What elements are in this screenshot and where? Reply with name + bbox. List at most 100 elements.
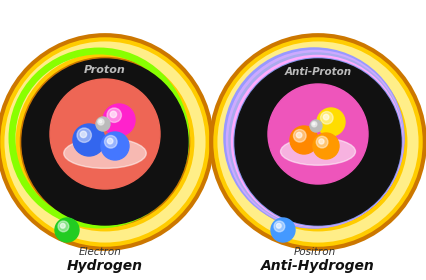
Circle shape: [276, 92, 359, 176]
Circle shape: [98, 119, 104, 125]
Circle shape: [103, 104, 135, 136]
Circle shape: [92, 121, 118, 147]
Circle shape: [271, 218, 294, 242]
Circle shape: [94, 123, 116, 145]
Circle shape: [296, 132, 301, 138]
Circle shape: [284, 101, 351, 167]
Circle shape: [271, 87, 364, 181]
Circle shape: [57, 86, 153, 182]
Circle shape: [77, 106, 132, 162]
Circle shape: [301, 117, 334, 151]
Circle shape: [281, 97, 354, 171]
Circle shape: [314, 131, 321, 137]
Circle shape: [289, 126, 317, 154]
Ellipse shape: [280, 138, 355, 165]
Circle shape: [22, 59, 187, 225]
Circle shape: [86, 116, 123, 152]
Circle shape: [312, 123, 314, 125]
Circle shape: [279, 96, 356, 172]
Circle shape: [322, 114, 328, 120]
Circle shape: [276, 223, 281, 228]
Circle shape: [305, 122, 329, 146]
Circle shape: [54, 83, 156, 185]
Circle shape: [68, 97, 141, 171]
Circle shape: [101, 132, 129, 160]
Circle shape: [309, 126, 325, 142]
Circle shape: [304, 121, 331, 147]
Circle shape: [234, 59, 400, 225]
Circle shape: [60, 223, 65, 228]
Circle shape: [277, 94, 357, 174]
Circle shape: [52, 81, 158, 187]
Circle shape: [101, 130, 108, 138]
Circle shape: [63, 92, 147, 176]
Circle shape: [312, 129, 322, 139]
Circle shape: [311, 122, 316, 127]
Circle shape: [95, 125, 114, 143]
Circle shape: [75, 105, 134, 163]
Circle shape: [289, 106, 345, 162]
Circle shape: [316, 108, 344, 136]
Circle shape: [83, 112, 127, 156]
Ellipse shape: [63, 138, 146, 168]
Circle shape: [282, 99, 352, 169]
Circle shape: [77, 128, 91, 143]
Circle shape: [268, 84, 367, 184]
Text: Proton: Proton: [84, 65, 126, 75]
Circle shape: [74, 103, 136, 165]
Circle shape: [309, 120, 321, 132]
Circle shape: [55, 218, 79, 242]
Circle shape: [299, 116, 336, 152]
Circle shape: [85, 114, 125, 154]
Circle shape: [59, 88, 150, 180]
Circle shape: [273, 221, 284, 232]
Circle shape: [64, 94, 145, 174]
Circle shape: [96, 117, 110, 131]
Circle shape: [294, 111, 340, 157]
Circle shape: [287, 104, 347, 164]
Circle shape: [61, 90, 149, 178]
Circle shape: [286, 102, 349, 166]
Circle shape: [110, 111, 116, 118]
Text: Positron: Positron: [293, 247, 335, 257]
Circle shape: [297, 114, 337, 154]
Circle shape: [269, 86, 366, 182]
Circle shape: [291, 107, 344, 161]
Circle shape: [55, 85, 154, 183]
Text: Hydrogen: Hydrogen: [67, 259, 143, 273]
Circle shape: [302, 119, 332, 149]
Circle shape: [316, 136, 327, 148]
Circle shape: [107, 138, 112, 144]
Circle shape: [88, 118, 121, 151]
Text: Anti-Hydrogen: Anti-Hydrogen: [261, 259, 374, 273]
Circle shape: [90, 119, 119, 149]
Circle shape: [103, 132, 106, 136]
Circle shape: [272, 89, 362, 179]
Circle shape: [320, 111, 332, 124]
Circle shape: [296, 112, 339, 156]
Circle shape: [104, 136, 117, 148]
Circle shape: [81, 110, 129, 158]
Circle shape: [50, 79, 160, 189]
Circle shape: [50, 79, 160, 189]
Circle shape: [268, 84, 367, 184]
Circle shape: [307, 124, 327, 144]
Circle shape: [312, 133, 338, 159]
Circle shape: [274, 91, 360, 177]
Circle shape: [72, 101, 138, 167]
Circle shape: [292, 109, 342, 159]
Circle shape: [316, 132, 319, 136]
Circle shape: [318, 139, 323, 144]
Text: Anti-Proton: Anti-Proton: [284, 67, 351, 77]
Circle shape: [80, 131, 86, 137]
Circle shape: [107, 108, 121, 122]
Circle shape: [99, 129, 110, 139]
Circle shape: [70, 99, 139, 169]
Circle shape: [311, 127, 324, 141]
Circle shape: [66, 95, 143, 172]
Circle shape: [58, 221, 69, 232]
Circle shape: [99, 120, 102, 123]
Circle shape: [73, 124, 105, 156]
Circle shape: [98, 127, 112, 141]
Circle shape: [293, 129, 305, 142]
